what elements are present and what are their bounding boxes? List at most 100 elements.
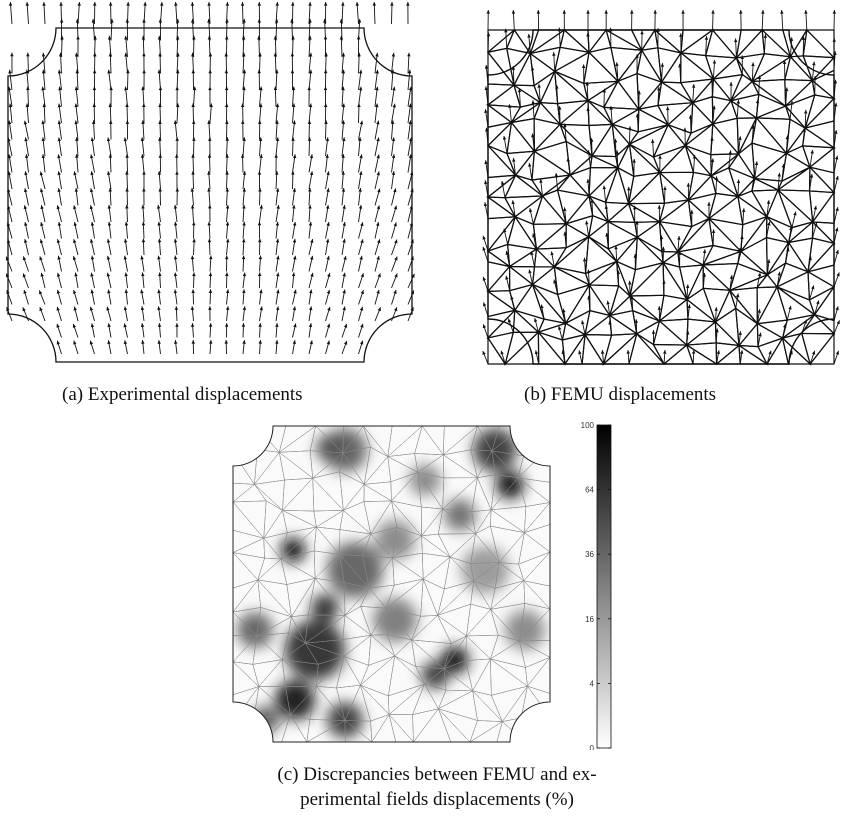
discrepancy-spot [373,598,417,642]
arrow-head [608,320,612,325]
arrow-head [409,171,414,176]
mesh-element [704,54,738,81]
arrow-head [702,249,707,254]
mesh-element [587,214,610,239]
arrow-head [73,171,77,176]
arrow-head [604,205,609,209]
arrow-head [291,171,295,175]
arrow-head [813,205,818,210]
arrow-head [678,63,682,68]
arrow-head [175,323,179,327]
arrow-head [190,2,195,6]
arrow-head [91,120,96,125]
arrow-head [273,52,278,57]
arrow-head [106,272,111,277]
mesh-element [508,283,534,312]
arrow-head [5,273,10,278]
arrow-head [72,323,77,328]
arrow-head [56,289,61,294]
arrow-head [711,229,716,234]
mesh-element [808,146,835,174]
arrow-head [327,306,331,311]
arrow-head [224,69,229,74]
arrow-head [275,188,280,192]
mesh-element [438,708,471,742]
arrow-head [125,103,129,108]
arrow-head [57,120,62,125]
arrow-head [292,154,297,159]
arrow-head [729,81,733,86]
arrow-head [308,187,312,192]
arrow-head [123,306,128,311]
arrow-head [124,86,128,91]
arrow-head [224,323,229,327]
discrepancy-spot [409,464,441,496]
arrow-head [124,289,129,294]
arrow-head [554,173,559,177]
arrow-head [76,35,80,40]
arrow-head [660,63,665,67]
arrow-head [175,18,180,23]
arrow-head [207,187,211,192]
arrow-head [484,86,488,91]
arrow-head [39,171,44,176]
arrow-head [691,84,696,88]
arrow-head [323,2,328,6]
arrow-head [107,69,111,74]
arrow-head [786,247,790,252]
arrow-head [740,235,744,240]
arrow-head [257,272,262,277]
arrow-head [375,69,379,74]
arrow-head [804,10,808,14]
arrow-head [782,323,787,328]
arrow-head [157,69,162,74]
arrow-head [39,307,43,312]
arrow-head [6,290,10,295]
mesh-element [755,273,779,289]
arrow-head [557,106,562,110]
arrow-head [23,239,28,243]
arrow-head [392,86,396,91]
arrow-head [511,66,516,70]
arrow-head [108,187,113,192]
arrow-head [25,69,29,74]
arrow-head [407,52,411,57]
arrow-head [258,323,262,327]
mesh-element [487,335,507,365]
arrow-head [741,208,746,212]
displacement-arrow [77,2,80,25]
arrow-head [736,179,741,184]
arrow-head [140,323,145,328]
arrow-head [755,99,760,104]
mesh-element [525,716,550,742]
mesh-element [687,192,717,220]
arrow-head [359,120,364,125]
mesh-element [565,140,594,177]
mesh-element [750,189,779,219]
displacement-arrow [341,2,344,25]
mesh-element [652,343,689,365]
arrow-head [394,239,398,244]
arrow-head [191,154,195,158]
arrow-head [688,114,693,119]
arrow-head [339,35,344,40]
mesh-element [607,220,639,250]
colorbar: 100 64 36 16 4 0 [581,421,612,750]
arrow-head [309,340,313,345]
arrow-head [341,86,345,91]
arrow-head [614,245,618,250]
arrow-head [123,137,128,142]
arrow-head [123,340,128,345]
arrow-head [326,340,331,345]
arrow-head [141,86,145,91]
arrow-head [802,128,806,132]
arrow-head [157,340,161,344]
arrow-head [628,280,632,285]
arrow-head [740,55,744,60]
arrow-head [341,171,345,175]
arrow-head [711,10,715,14]
arrow-head [777,271,781,276]
arrow-head [634,319,639,323]
arrow-head [174,340,178,344]
arrow-head [503,228,507,233]
